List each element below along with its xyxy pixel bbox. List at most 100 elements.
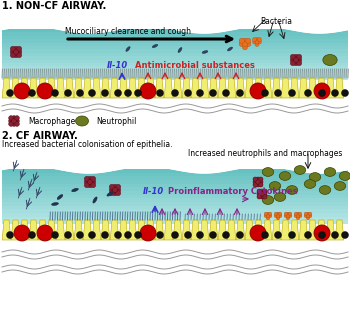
- Ellipse shape: [309, 173, 321, 181]
- Polygon shape: [2, 209, 348, 213]
- Circle shape: [184, 90, 191, 96]
- Circle shape: [114, 232, 121, 238]
- Polygon shape: [92, 78, 101, 98]
- Circle shape: [88, 176, 92, 181]
- Circle shape: [286, 212, 290, 216]
- Polygon shape: [2, 60, 348, 63]
- Circle shape: [246, 41, 251, 46]
- Circle shape: [196, 232, 203, 238]
- Circle shape: [284, 212, 288, 216]
- Polygon shape: [308, 220, 317, 240]
- Text: Il-10: Il-10: [107, 61, 128, 70]
- Circle shape: [253, 180, 258, 184]
- Circle shape: [250, 225, 266, 241]
- Circle shape: [12, 122, 16, 126]
- Polygon shape: [128, 78, 137, 98]
- Circle shape: [37, 83, 53, 99]
- Circle shape: [290, 57, 295, 62]
- Circle shape: [255, 37, 259, 41]
- Circle shape: [276, 214, 280, 218]
- Circle shape: [84, 183, 89, 188]
- Polygon shape: [164, 220, 173, 240]
- Circle shape: [331, 232, 338, 238]
- Circle shape: [288, 232, 295, 238]
- Circle shape: [308, 212, 312, 216]
- Polygon shape: [2, 32, 348, 36]
- Circle shape: [10, 53, 15, 58]
- Polygon shape: [83, 78, 92, 98]
- Circle shape: [279, 212, 282, 216]
- Polygon shape: [191, 78, 200, 98]
- Circle shape: [14, 53, 19, 58]
- Circle shape: [253, 183, 258, 187]
- Polygon shape: [2, 78, 11, 98]
- Polygon shape: [326, 220, 335, 240]
- Text: Increased neutrophils and macrophages: Increased neutrophils and macrophages: [188, 149, 342, 158]
- Ellipse shape: [279, 172, 291, 180]
- Circle shape: [342, 232, 349, 238]
- Polygon shape: [20, 78, 29, 98]
- Text: 1. NON-CF AIRWAY.: 1. NON-CF AIRWAY.: [2, 1, 106, 11]
- Circle shape: [257, 189, 261, 193]
- Polygon shape: [272, 220, 281, 240]
- Polygon shape: [182, 220, 191, 240]
- Ellipse shape: [319, 186, 331, 194]
- Polygon shape: [272, 78, 281, 98]
- Circle shape: [294, 57, 299, 62]
- Circle shape: [88, 179, 92, 184]
- Circle shape: [102, 232, 108, 238]
- Polygon shape: [2, 36, 348, 39]
- Polygon shape: [137, 220, 146, 240]
- Circle shape: [318, 90, 326, 96]
- Ellipse shape: [274, 193, 286, 202]
- Circle shape: [314, 83, 330, 99]
- Text: Increased bacterial colonisation of epithelia.: Increased bacterial colonisation of epit…: [2, 140, 173, 149]
- Polygon shape: [146, 78, 155, 98]
- Polygon shape: [173, 78, 182, 98]
- Circle shape: [239, 41, 244, 46]
- Circle shape: [261, 232, 268, 238]
- Circle shape: [296, 212, 300, 216]
- Text: Mucociliary clearance and cough: Mucociliary clearance and cough: [65, 27, 191, 36]
- Circle shape: [252, 40, 257, 44]
- Polygon shape: [2, 56, 348, 60]
- Ellipse shape: [262, 168, 274, 176]
- Circle shape: [243, 41, 247, 46]
- Circle shape: [64, 90, 71, 96]
- Circle shape: [255, 42, 259, 46]
- Circle shape: [296, 214, 300, 218]
- Circle shape: [318, 232, 326, 238]
- Ellipse shape: [126, 46, 130, 51]
- Circle shape: [258, 37, 261, 41]
- Circle shape: [253, 177, 258, 182]
- Polygon shape: [2, 187, 348, 191]
- Circle shape: [28, 232, 35, 238]
- Circle shape: [294, 54, 299, 59]
- Polygon shape: [56, 220, 65, 240]
- Circle shape: [299, 214, 302, 218]
- Circle shape: [184, 232, 191, 238]
- Polygon shape: [47, 78, 56, 98]
- Polygon shape: [263, 220, 272, 240]
- Circle shape: [84, 179, 89, 184]
- Polygon shape: [2, 73, 348, 77]
- Circle shape: [262, 192, 267, 196]
- Circle shape: [260, 192, 264, 196]
- Polygon shape: [2, 49, 348, 53]
- Polygon shape: [2, 70, 348, 73]
- Polygon shape: [83, 220, 92, 240]
- Ellipse shape: [228, 47, 232, 51]
- Ellipse shape: [57, 194, 63, 199]
- Ellipse shape: [294, 166, 306, 174]
- Polygon shape: [101, 78, 110, 98]
- Polygon shape: [155, 220, 164, 240]
- Polygon shape: [308, 78, 317, 98]
- Polygon shape: [146, 220, 155, 240]
- Circle shape: [260, 189, 264, 193]
- Circle shape: [256, 180, 260, 184]
- Circle shape: [274, 90, 281, 96]
- Circle shape: [239, 38, 244, 43]
- Polygon shape: [281, 78, 290, 98]
- Polygon shape: [2, 191, 348, 195]
- Circle shape: [84, 176, 89, 181]
